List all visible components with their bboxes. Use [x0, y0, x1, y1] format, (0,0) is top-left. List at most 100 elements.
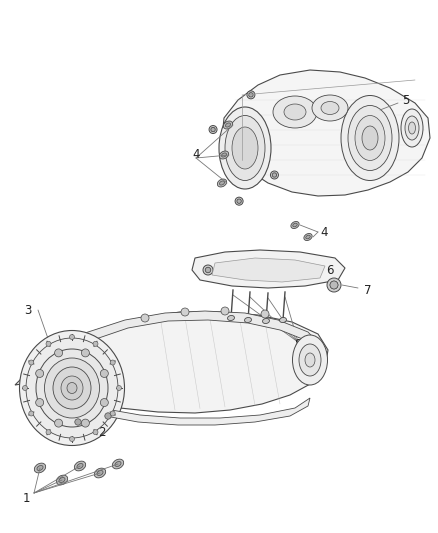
Polygon shape	[212, 258, 325, 282]
Ellipse shape	[57, 475, 68, 485]
Circle shape	[81, 349, 89, 357]
Ellipse shape	[321, 101, 339, 115]
Ellipse shape	[232, 127, 258, 169]
Circle shape	[100, 399, 108, 407]
Circle shape	[237, 199, 241, 204]
Circle shape	[81, 419, 89, 427]
Circle shape	[235, 197, 243, 205]
Text: 7: 7	[364, 284, 372, 296]
Polygon shape	[15, 312, 328, 413]
Circle shape	[105, 413, 111, 419]
Ellipse shape	[61, 376, 83, 400]
Ellipse shape	[312, 95, 348, 121]
Ellipse shape	[244, 318, 251, 322]
Circle shape	[75, 419, 81, 425]
Text: 4: 4	[192, 149, 200, 161]
Circle shape	[55, 349, 63, 357]
Text: 1: 1	[22, 491, 30, 505]
Ellipse shape	[112, 459, 124, 469]
Circle shape	[181, 308, 189, 316]
Ellipse shape	[284, 104, 306, 120]
Ellipse shape	[225, 116, 265, 181]
Ellipse shape	[53, 367, 91, 409]
Ellipse shape	[217, 179, 226, 187]
Ellipse shape	[291, 222, 299, 229]
Ellipse shape	[362, 126, 378, 150]
Ellipse shape	[293, 335, 328, 385]
Ellipse shape	[304, 233, 312, 240]
Ellipse shape	[45, 358, 99, 418]
Ellipse shape	[36, 349, 108, 427]
Circle shape	[35, 369, 44, 377]
Circle shape	[75, 419, 81, 425]
Ellipse shape	[355, 116, 385, 160]
Ellipse shape	[94, 468, 106, 478]
Circle shape	[72, 416, 84, 428]
Circle shape	[46, 430, 51, 435]
Circle shape	[70, 335, 74, 340]
Circle shape	[327, 278, 341, 292]
Ellipse shape	[59, 478, 65, 482]
Circle shape	[209, 126, 217, 134]
Text: 2: 2	[98, 425, 106, 439]
Circle shape	[249, 93, 253, 97]
Ellipse shape	[226, 123, 230, 127]
Ellipse shape	[222, 153, 226, 157]
Circle shape	[102, 410, 114, 422]
Circle shape	[211, 127, 215, 132]
Ellipse shape	[20, 330, 124, 446]
Ellipse shape	[37, 465, 43, 471]
Ellipse shape	[227, 316, 234, 320]
Text: 4: 4	[320, 225, 328, 238]
Ellipse shape	[67, 383, 77, 393]
Circle shape	[100, 369, 108, 377]
Ellipse shape	[305, 353, 315, 367]
Ellipse shape	[34, 463, 46, 473]
Ellipse shape	[279, 318, 286, 322]
Ellipse shape	[77, 464, 83, 469]
Ellipse shape	[273, 96, 317, 128]
Ellipse shape	[348, 106, 392, 171]
Text: 6: 6	[326, 263, 334, 277]
Ellipse shape	[219, 107, 271, 189]
Ellipse shape	[219, 181, 225, 185]
Ellipse shape	[219, 151, 229, 159]
Ellipse shape	[26, 338, 118, 438]
Ellipse shape	[405, 116, 419, 140]
Circle shape	[330, 281, 338, 289]
Circle shape	[141, 314, 149, 322]
Circle shape	[270, 171, 279, 179]
Ellipse shape	[401, 109, 423, 147]
Text: 5: 5	[403, 93, 410, 107]
Polygon shape	[222, 70, 430, 196]
Circle shape	[22, 385, 28, 391]
Circle shape	[203, 265, 213, 275]
Ellipse shape	[74, 461, 86, 471]
Ellipse shape	[262, 318, 269, 324]
Ellipse shape	[341, 95, 399, 181]
Circle shape	[247, 91, 255, 99]
Ellipse shape	[409, 122, 416, 134]
Circle shape	[29, 411, 34, 416]
Ellipse shape	[115, 462, 121, 466]
Circle shape	[93, 341, 98, 346]
Ellipse shape	[299, 344, 321, 376]
Text: 3: 3	[25, 303, 32, 317]
Polygon shape	[50, 311, 322, 355]
Circle shape	[205, 267, 211, 273]
Circle shape	[110, 411, 115, 416]
Circle shape	[35, 399, 44, 407]
Circle shape	[70, 437, 74, 441]
Circle shape	[105, 413, 111, 419]
Circle shape	[93, 430, 98, 435]
Circle shape	[46, 341, 51, 346]
Circle shape	[272, 173, 277, 177]
Circle shape	[110, 360, 115, 365]
Ellipse shape	[97, 471, 103, 475]
Circle shape	[261, 310, 269, 318]
Polygon shape	[192, 250, 345, 288]
Ellipse shape	[223, 121, 233, 129]
Ellipse shape	[293, 223, 297, 227]
Circle shape	[221, 307, 229, 315]
Polygon shape	[100, 398, 310, 425]
